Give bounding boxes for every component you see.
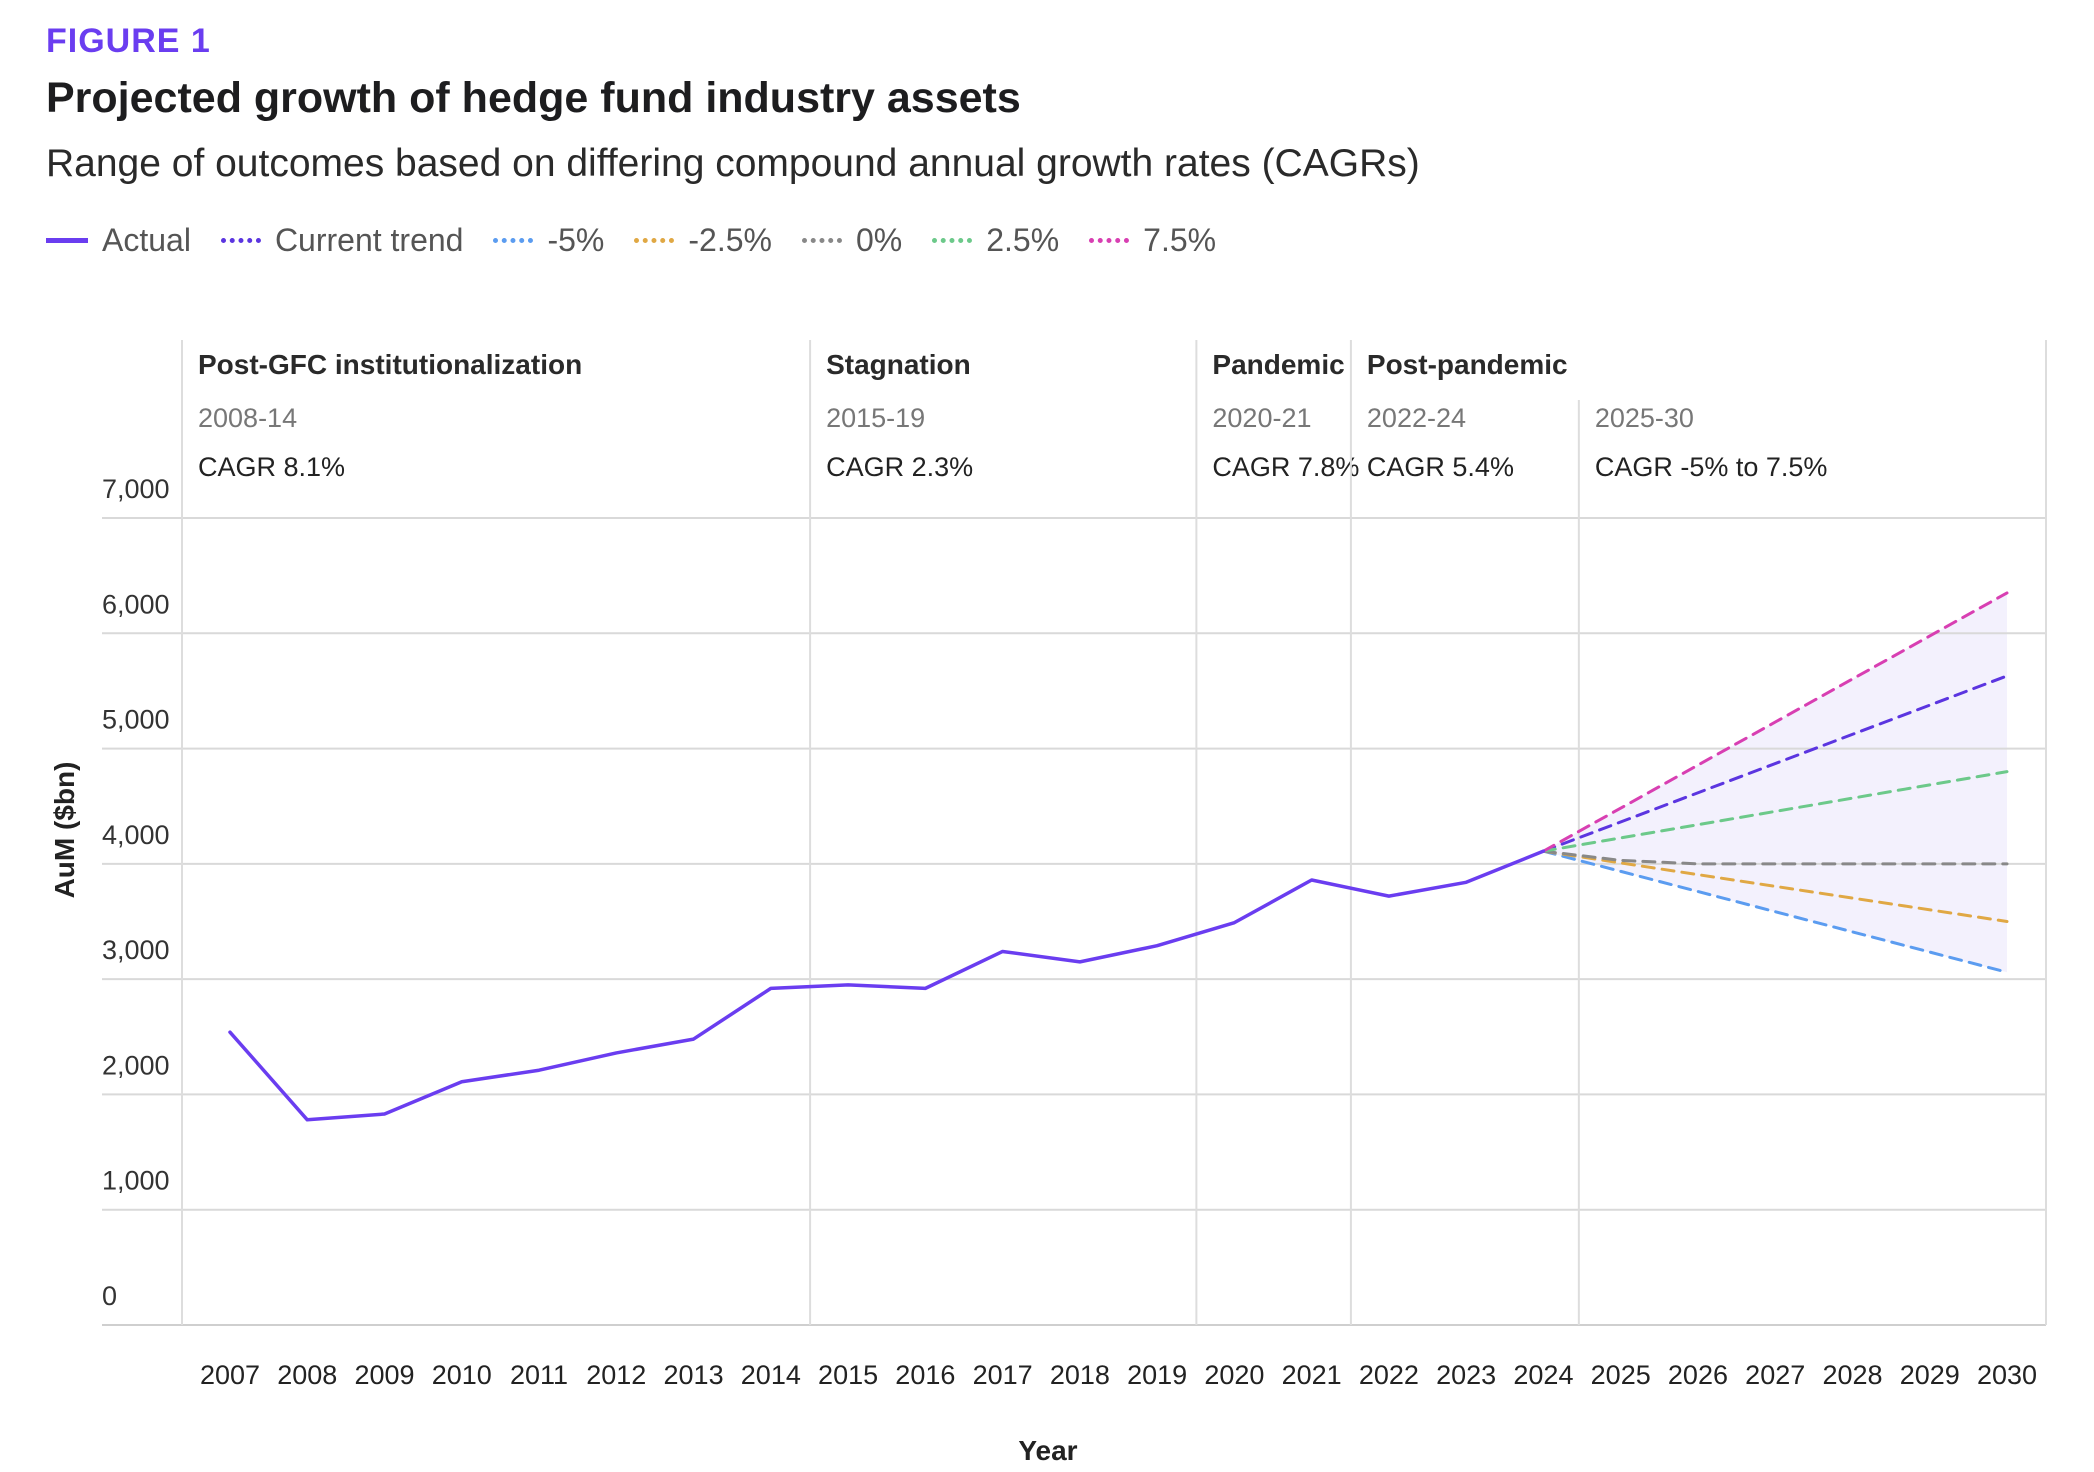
series-layer <box>228 591 2009 1122</box>
series-line-2-5 <box>1541 849 2009 923</box>
y-axis: 0 1,000 2,000 3,000 4,000 5,000 6,000 7,000 <box>102 474 170 1311</box>
period-name: Pandemic <box>1212 349 1344 380</box>
projection-range-band <box>1543 592 2007 973</box>
y-tick-label: 4,000 <box>102 820 170 850</box>
period-cagr: CAGR 8.1% <box>198 452 345 482</box>
legend-item-current-trend: Current trend <box>220 222 464 259</box>
legend-item-plus-7-5: 7.5% <box>1089 222 1216 259</box>
period-years: 2022-24 <box>1367 403 1466 433</box>
chart-subtitle: Range of outcomes based on differing com… <box>46 142 1420 185</box>
x-tick-label: 2024 <box>1513 1360 1573 1390</box>
period-years: 2025-30 <box>1595 403 1694 433</box>
legend-swatch-plus-2-5 <box>932 238 973 243</box>
legend-label: 7.5% <box>1143 222 1217 258</box>
x-tick-label: 2014 <box>741 1360 801 1390</box>
legend-swatch-actual <box>46 238 88 243</box>
legend-item-plus-2-5: 2.5% <box>932 222 1059 259</box>
x-tick-label: 2018 <box>1050 1360 1110 1390</box>
x-tick-label: 2011 <box>510 1360 568 1390</box>
y-tick-label: 6,000 <box>102 589 170 619</box>
series-line-5 <box>1541 849 2009 974</box>
figure-label: FIGURE 1 <box>46 22 211 60</box>
y-tick-label: 2,000 <box>102 1050 170 1080</box>
y-tick-label: 1,000 <box>102 1166 170 1196</box>
series-line-0 <box>1541 849 2009 866</box>
y-tick-label: 0 <box>102 1281 117 1311</box>
legend: Actual Current trend -5% -2.5% 0% 2.5% 7… <box>46 222 1246 259</box>
x-tick-label: 2025 <box>1591 1360 1651 1390</box>
period-name: Post-pandemic <box>1367 349 1568 380</box>
x-tick-label: 2027 <box>1745 1360 1805 1390</box>
period-name: Post-GFC institutionalization <box>198 349 582 380</box>
legend-item-zero: 0% <box>801 222 903 259</box>
x-tick-label: 2009 <box>354 1360 414 1390</box>
x-tick-label: 2015 <box>818 1360 878 1390</box>
y-tick-label: 5,000 <box>102 705 170 735</box>
legend-swatch-minus-2-5 <box>634 238 675 243</box>
period-cagr: CAGR -5% to 7.5% <box>1595 452 1828 482</box>
legend-swatch-minus-5 <box>493 238 534 243</box>
series-line-2-5 <box>1541 770 2009 853</box>
x-tick-label: 2023 <box>1436 1360 1496 1390</box>
x-tick-label: 2028 <box>1822 1360 1882 1390</box>
period-cagr: CAGR 7.8% <box>1212 452 1359 482</box>
period-annotations: Post-GFC institutionalization 2008-14 CAGR… <box>181 340 2047 1325</box>
range-band-layer <box>1543 592 2007 973</box>
x-tick-label: 2017 <box>973 1360 1033 1390</box>
chart-title: Projected growth of hedge fund industry … <box>46 74 1021 122</box>
legend-item-actual: Actual <box>46 222 191 259</box>
legend-label: -5% <box>547 222 605 258</box>
period-name: Stagnation <box>826 349 971 380</box>
x-tick-label: 2030 <box>1977 1360 2037 1390</box>
legend-swatch-plus-7-5 <box>1089 238 1130 243</box>
legend-label: -2.5% <box>688 222 772 258</box>
legend-swatch-current-trend <box>220 238 261 243</box>
y-tick-label: 7,000 <box>102 474 170 504</box>
period-cagr: CAGR 5.4% <box>1367 452 1514 482</box>
x-tick-label: 2010 <box>432 1360 492 1390</box>
legend-item-minus-2-5: -2.5% <box>634 222 772 259</box>
y-axis-title: AuM ($bn) <box>49 762 80 899</box>
x-tick-label: 2016 <box>895 1360 955 1390</box>
x-tick-label: 2013 <box>664 1360 724 1390</box>
legend-label: 2.5% <box>986 222 1060 258</box>
legend-label: 0% <box>855 222 903 258</box>
x-tick-label: 2012 <box>586 1360 646 1390</box>
series-line-7-5 <box>1541 591 2009 853</box>
grid-layer <box>102 517 2046 1326</box>
y-tick-label: 3,000 <box>102 935 170 965</box>
legend-label: Actual <box>102 222 191 258</box>
period-years: 2008-14 <box>198 403 297 433</box>
x-tick-label: 2029 <box>1900 1360 1960 1390</box>
x-tick-label: 2020 <box>1204 1360 1264 1390</box>
series-line-current-trend <box>1541 674 2009 853</box>
legend-swatch-zero <box>801 238 842 243</box>
series-line-actual <box>228 849 1546 1122</box>
legend-item-minus-5: -5% <box>493 222 604 259</box>
period-years: 2020-21 <box>1212 403 1311 433</box>
legend-label: Current trend <box>274 222 464 258</box>
x-tick-label: 2021 <box>1282 1360 1342 1390</box>
period-cagr: CAGR 2.3% <box>826 452 973 482</box>
period-years: 2015-19 <box>826 403 925 433</box>
x-tick-label: 2022 <box>1359 1360 1419 1390</box>
x-tick-label: 2007 <box>200 1360 260 1390</box>
x-axis: 2007 2008 2009 2010 2011 2012 2013 2014 2015 2016… <box>200 1360 2037 1390</box>
x-tick-label: 2008 <box>277 1360 337 1390</box>
x-tick-label: 2026 <box>1668 1360 1728 1390</box>
x-tick-label: 2019 <box>1127 1360 1187 1390</box>
x-axis-title: Year <box>1018 1435 1077 1466</box>
